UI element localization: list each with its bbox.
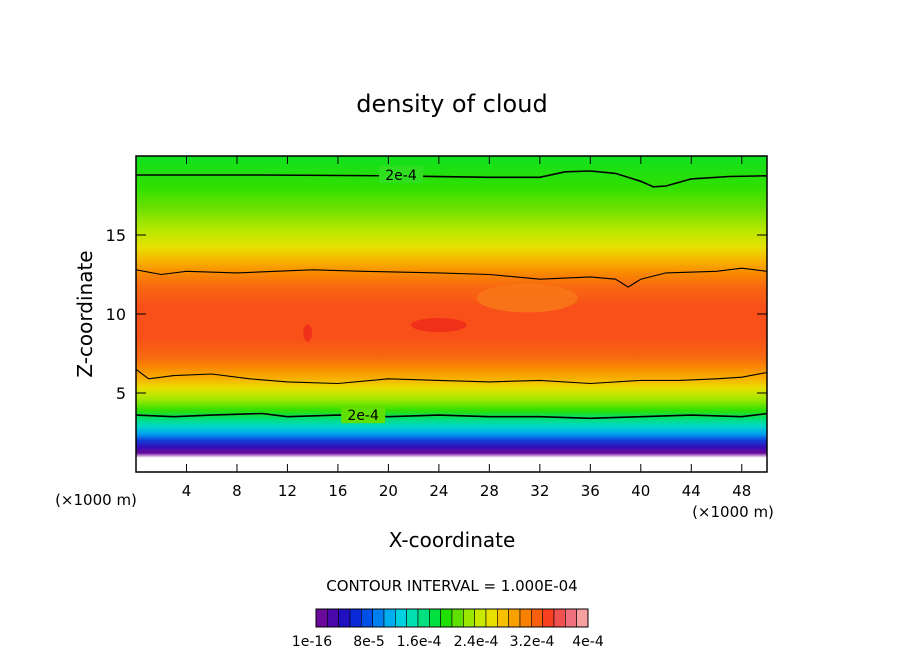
- colorbar-swatch-3: [349, 608, 362, 628]
- y-axis-ticks: 5 10 15: [106, 226, 767, 403]
- x-tick-label-4: 4: [182, 482, 192, 500]
- cloud-base-contour: [136, 368, 767, 385]
- density-patches: [303, 283, 578, 342]
- y-axis-unit: (×1000 m): [55, 491, 137, 509]
- x-tick-label-48: 48: [732, 482, 751, 500]
- colorbar-swatch-21: [553, 608, 566, 628]
- colorbar-swatch-23: [576, 608, 589, 628]
- density-patch-1: [303, 324, 313, 342]
- x-tick-label-28: 28: [480, 482, 499, 500]
- y-tick-label-10: 10: [106, 305, 126, 324]
- colorbar-swatch-16: [497, 608, 509, 628]
- upper-contour-2e-4-label: 2e-4: [385, 168, 417, 184]
- lower-contour-2e-4-label: 2e-4: [347, 408, 379, 424]
- colorbar-swatch-10: [429, 608, 441, 628]
- colorbar-swatch-7: [395, 608, 407, 628]
- colorbar-label-3: 2.4e-4: [454, 634, 499, 650]
- x-tick-label-44: 44: [682, 482, 701, 500]
- y-tick-label-15: 15: [106, 226, 126, 245]
- colorbar-label-0: 1e-16: [292, 634, 332, 650]
- x-axis-label: X-coordinate: [389, 528, 516, 552]
- cloud-density-field: [136, 156, 767, 472]
- colorbar-swatch-13: [463, 608, 475, 628]
- colorbar-swatch-22: [565, 608, 577, 628]
- density-patch-2: [476, 283, 578, 313]
- colorbar-swatch-14: [474, 608, 487, 628]
- colorbar-label-5: 4e-4: [572, 634, 604, 650]
- colorbar-swatch-0: [315, 608, 328, 628]
- x-tick-label-12: 12: [278, 482, 297, 500]
- x-tick-label-24: 24: [429, 482, 448, 500]
- colorbar-swatch-20: [542, 608, 555, 628]
- y-tick-label-5: 5: [116, 384, 126, 403]
- upper-contour-2e-4-label-bg: [379, 165, 424, 183]
- colorbar-swatch-2: [338, 608, 351, 628]
- y-axis-label: Z-coordinate: [73, 250, 97, 377]
- lower-contour-2e-4-label-bg: [341, 406, 386, 424]
- colorbar: [315, 608, 589, 628]
- lower-contour-2e-4: [136, 412, 767, 420]
- x-tick-label-40: 40: [631, 482, 650, 500]
- colorbar-swatch-11: [440, 608, 453, 628]
- colorbar-frame: [315, 608, 589, 628]
- x-tick-label-8: 8: [232, 482, 242, 500]
- x-tick-label-16: 16: [328, 482, 347, 500]
- colorbar-swatch-17: [508, 608, 521, 628]
- density-patch-0: [411, 317, 467, 333]
- x-axis-ticks: 4 8 12 16 20 24 28 32 36 40 44 48: [182, 156, 751, 500]
- colorbar-swatch-5: [372, 608, 385, 628]
- cloud-top-contour: [136, 267, 767, 288]
- colorbar-swatch-8: [406, 608, 419, 628]
- colorbar-label-1: 8e-5: [353, 634, 384, 650]
- contour-labels: 2e-4 2e-4: [341, 165, 424, 424]
- colorbar-label-2: 1.6e-4: [397, 634, 442, 650]
- x-tick-label-20: 20: [379, 482, 398, 500]
- colorbar-swatch-15: [485, 608, 498, 628]
- colorbar-swatch-12: [451, 608, 464, 628]
- colorbar-labels: 1e-16 8e-5 1.6e-4 2.4e-4 3.2e-4 4e-4: [292, 634, 604, 650]
- colorbar-swatch-1: [327, 608, 339, 628]
- colorbar-swatch-18: [519, 608, 532, 628]
- plot-area: 2e-4 2e-4: [136, 156, 767, 472]
- contour-interval-text: CONTOUR INTERVAL = 1.000E-04: [326, 577, 577, 595]
- x-tick-label-36: 36: [581, 482, 600, 500]
- x-tick-label-32: 32: [530, 482, 549, 500]
- colorbar-swatch-4: [361, 608, 373, 628]
- colorbar-label-4: 3.2e-4: [510, 634, 555, 650]
- chart-title: density of cloud: [356, 90, 547, 118]
- x-axis-unit: (×1000 m): [692, 503, 774, 521]
- colorbar-swatch-6: [383, 608, 396, 628]
- colorbar-swatch-19: [531, 608, 543, 628]
- colorbar-swatch-9: [417, 608, 430, 628]
